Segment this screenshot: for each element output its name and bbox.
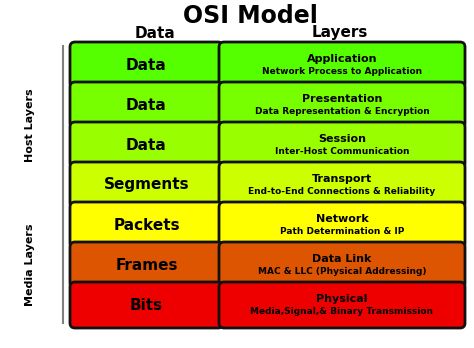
Text: Media Layers: Media Layers <box>25 224 35 306</box>
FancyBboxPatch shape <box>70 242 223 288</box>
Text: Data: Data <box>135 25 175 40</box>
Text: Bits: Bits <box>130 298 163 313</box>
Text: Segments: Segments <box>104 177 189 192</box>
FancyBboxPatch shape <box>219 202 465 248</box>
FancyBboxPatch shape <box>219 282 465 328</box>
Text: End-to-End Connections & Reliability: End-to-End Connections & Reliability <box>248 188 436 197</box>
Text: Inter-Host Communication: Inter-Host Communication <box>275 148 409 157</box>
FancyBboxPatch shape <box>70 202 223 248</box>
FancyBboxPatch shape <box>219 42 465 88</box>
Text: Packets: Packets <box>113 218 180 232</box>
Text: Data: Data <box>126 57 167 72</box>
Text: Presentation: Presentation <box>302 94 382 104</box>
FancyBboxPatch shape <box>219 162 465 208</box>
FancyBboxPatch shape <box>70 282 223 328</box>
Text: Frames: Frames <box>115 258 178 272</box>
Text: Network Process to Application: Network Process to Application <box>262 68 422 77</box>
Text: Data Representation & Encryption: Data Representation & Encryption <box>255 108 429 117</box>
Text: Application: Application <box>307 54 377 64</box>
FancyBboxPatch shape <box>219 122 465 168</box>
Text: Data: Data <box>126 97 167 112</box>
FancyBboxPatch shape <box>219 242 465 288</box>
Text: Physical: Physical <box>316 294 368 304</box>
Text: Host Layers: Host Layers <box>25 88 35 162</box>
Text: Session: Session <box>318 134 366 144</box>
FancyBboxPatch shape <box>219 82 465 128</box>
Text: OSI Model: OSI Model <box>182 4 318 28</box>
Text: Data: Data <box>126 137 167 152</box>
Text: Path Determination & IP: Path Determination & IP <box>280 228 404 237</box>
FancyBboxPatch shape <box>70 82 223 128</box>
FancyBboxPatch shape <box>70 162 223 208</box>
FancyBboxPatch shape <box>70 42 223 88</box>
Text: Transport: Transport <box>312 174 372 184</box>
Text: Media,Signal,& Binary Transmission: Media,Signal,& Binary Transmission <box>250 308 434 316</box>
Text: MAC & LLC (Physical Addressing): MAC & LLC (Physical Addressing) <box>258 268 426 277</box>
Text: Data Link: Data Link <box>312 254 372 264</box>
Text: Network: Network <box>316 214 368 224</box>
Text: Layers: Layers <box>312 25 368 40</box>
FancyBboxPatch shape <box>70 122 223 168</box>
